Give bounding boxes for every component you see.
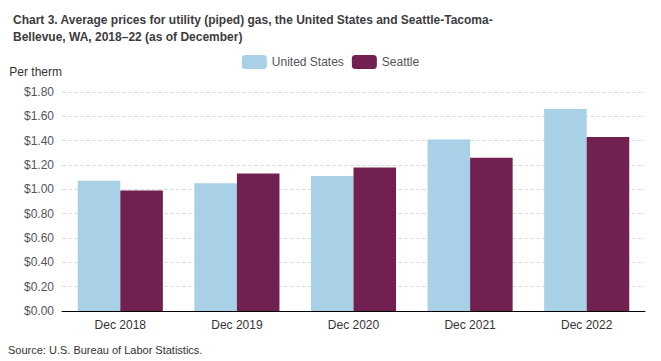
svg-text:United States: United States <box>272 55 344 69</box>
svg-text:$0.60: $0.60 <box>24 231 54 245</box>
svg-text:$0.00: $0.00 <box>24 304 54 318</box>
svg-text:$1.80: $1.80 <box>24 85 54 99</box>
svg-text:$1.00: $1.00 <box>24 182 54 196</box>
svg-text:Dec 2020: Dec 2020 <box>328 318 380 332</box>
svg-text:$1.20: $1.20 <box>24 158 54 172</box>
svg-text:Dec 2022: Dec 2022 <box>561 318 613 332</box>
svg-text:Dec 2019: Dec 2019 <box>211 318 263 332</box>
svg-text:Source: U.S. Bureau of Labor S: Source: U.S. Bureau of Labor Statistics. <box>8 344 202 356</box>
svg-text:$1.60: $1.60 <box>24 109 54 123</box>
svg-text:Dec 2018: Dec 2018 <box>95 318 147 332</box>
svg-text:Bellevue, WA, 2018–22 (as of D: Bellevue, WA, 2018–22 (as of December) <box>13 30 242 44</box>
svg-text:Per therm: Per therm <box>9 65 62 79</box>
svg-text:Seattle: Seattle <box>382 55 420 69</box>
svg-text:$0.20: $0.20 <box>24 280 54 294</box>
svg-text:$0.40: $0.40 <box>24 255 54 269</box>
svg-text:$1.40: $1.40 <box>24 134 54 148</box>
svg-text:Chart 3. Average prices for ut: Chart 3. Average prices for utility (pip… <box>13 13 493 27</box>
svg-text:$0.80: $0.80 <box>24 207 54 221</box>
svg-text:Dec 2021: Dec 2021 <box>444 318 496 332</box>
